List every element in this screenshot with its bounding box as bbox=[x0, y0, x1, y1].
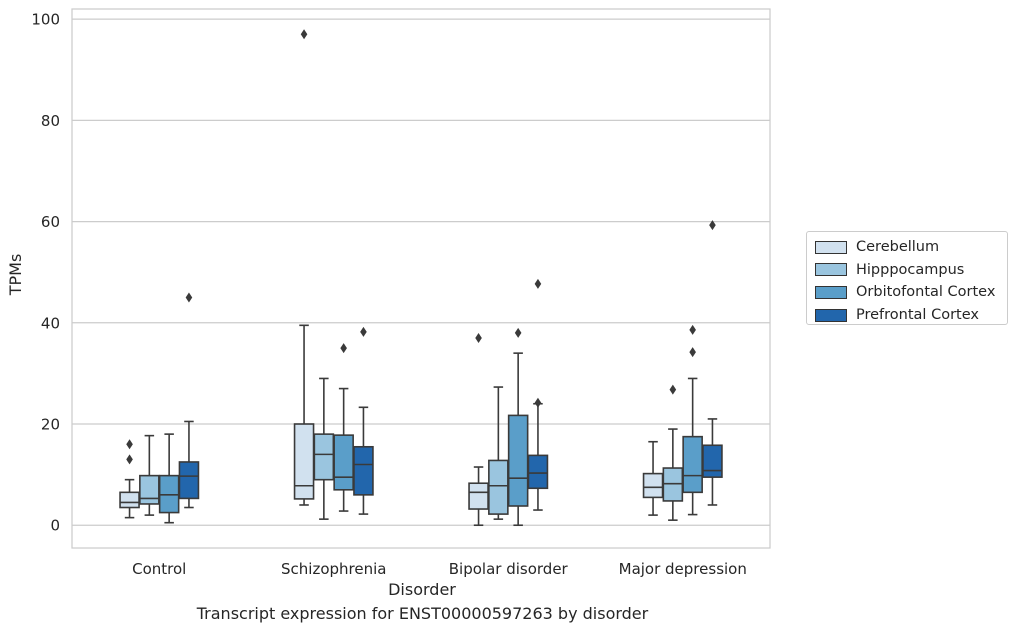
outlier-point bbox=[669, 384, 677, 395]
y-tick-label: 40 bbox=[41, 314, 60, 332]
box-0-2 bbox=[468, 332, 489, 527]
grid-lines bbox=[72, 18, 770, 526]
box-3-0 bbox=[178, 292, 200, 509]
y-tick-label: 20 bbox=[41, 416, 60, 434]
outlier-point bbox=[534, 278, 542, 289]
legend-swatch bbox=[815, 308, 847, 322]
outlier-point bbox=[709, 220, 716, 231]
outlier-point bbox=[534, 397, 542, 408]
box-iqr bbox=[178, 461, 200, 500]
legend-swatch bbox=[815, 263, 847, 277]
outlier-point bbox=[689, 347, 696, 358]
legend-item: Prefrontal Cortex bbox=[815, 304, 999, 327]
y-tick-label: 100 bbox=[31, 11, 60, 29]
box-iqr bbox=[313, 433, 335, 481]
box-iqr bbox=[119, 491, 140, 509]
box-2-3 bbox=[682, 324, 703, 516]
box-series bbox=[119, 29, 723, 527]
outlier-point bbox=[126, 439, 133, 450]
box-1-0 bbox=[139, 434, 160, 516]
y-tick-label: 0 bbox=[50, 517, 60, 535]
y-axis-label: TPMs bbox=[6, 254, 25, 297]
outlier-point bbox=[689, 324, 696, 335]
legend-label: Hipppocampus bbox=[856, 261, 965, 278]
box-iqr bbox=[333, 434, 354, 491]
box-iqr bbox=[293, 423, 315, 500]
y-tick-label: 80 bbox=[41, 112, 60, 130]
outlier-point bbox=[475, 332, 482, 343]
x-tick-label: Schizophrenia bbox=[281, 560, 386, 578]
box-iqr bbox=[507, 414, 529, 507]
legend-label: Prefrontal Cortex bbox=[856, 307, 979, 324]
box-iqr bbox=[468, 482, 489, 510]
x-tick-label: Bipolar disorder bbox=[449, 560, 569, 578]
box-2-2 bbox=[507, 327, 529, 527]
box-iqr bbox=[527, 454, 549, 490]
box-2-0 bbox=[158, 433, 180, 524]
box-iqr bbox=[139, 474, 160, 505]
outlier-point bbox=[185, 292, 193, 303]
legend-label: Orbitofontal Cortex bbox=[856, 284, 996, 301]
y-tick-label: 60 bbox=[41, 213, 60, 231]
legend-item: Hipppocampus bbox=[815, 259, 999, 282]
box-iqr bbox=[642, 472, 664, 499]
x-axis-label: Disorder bbox=[388, 580, 456, 599]
box-0-0 bbox=[119, 439, 140, 519]
box-3-2 bbox=[527, 278, 549, 511]
x-tick-label: Major depression bbox=[619, 560, 747, 578]
legend: Cerebellum Hipppocampus Orbitofontal Corte… bbox=[806, 231, 1008, 325]
box-3-3 bbox=[702, 220, 723, 506]
box-1-1 bbox=[313, 377, 335, 520]
outlier-point bbox=[126, 454, 133, 465]
outlier-point bbox=[360, 326, 367, 337]
box-iqr bbox=[488, 459, 509, 515]
box-iqr bbox=[702, 444, 723, 478]
box-3-1 bbox=[353, 326, 374, 515]
box-0-3 bbox=[642, 440, 664, 516]
outlier-point bbox=[514, 327, 522, 338]
box-1-2 bbox=[488, 386, 509, 520]
legend-item: Orbitofontal Cortex bbox=[815, 281, 999, 304]
outlier-point bbox=[340, 343, 347, 354]
plot-frame bbox=[71, 8, 771, 549]
legend-label: Cerebellum bbox=[856, 239, 940, 256]
chart-caption: Transcript expression for ENST0000059726… bbox=[196, 604, 649, 623]
box-iqr bbox=[682, 435, 703, 494]
legend-swatch bbox=[815, 240, 847, 254]
legend-swatch bbox=[815, 285, 847, 299]
box-1-3 bbox=[662, 384, 684, 521]
outlier-point bbox=[300, 29, 308, 40]
tick-labels: 0 20 40 60 80 100 Control Schizophrenia Bipolar … bbox=[31, 11, 747, 578]
box-iqr bbox=[353, 445, 374, 496]
box-0-1 bbox=[293, 29, 315, 506]
x-tick-label: Control bbox=[132, 560, 186, 578]
box-2-1 bbox=[333, 343, 354, 512]
legend-item: Cerebellum bbox=[815, 236, 999, 259]
